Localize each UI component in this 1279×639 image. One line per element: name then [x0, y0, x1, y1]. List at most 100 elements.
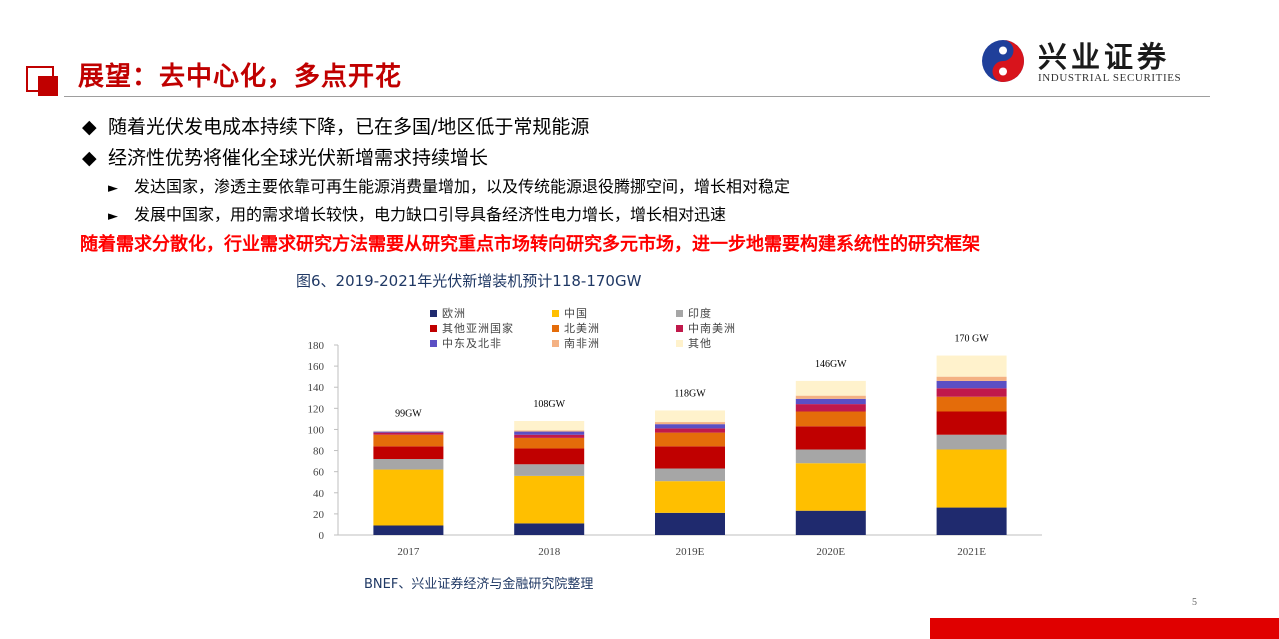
- bar-segment: [655, 481, 725, 513]
- bar-segment: [936, 411, 1007, 435]
- bar-segment: [936, 449, 1007, 508]
- total-data-label: 99GW: [395, 409, 422, 420]
- total-data-label: 108GW: [533, 399, 565, 410]
- bullet-2: ◆ 经济性优势将催化全球光伏新增需求持续增长: [82, 143, 488, 170]
- sub-bullet-2: ► 发展中国家，用的需求增长较快，电力缺口引导具备经济性电力增长，增长相对迅速: [108, 201, 726, 225]
- header-divider: [64, 96, 1210, 97]
- sub-bullet-1: ► 发达国家，渗透主要依靠可再生能源消费量增加，以及传统能源退役腾挪空间，增长相对…: [108, 173, 790, 197]
- legend-label: 欧洲: [442, 307, 466, 320]
- bar-segment: [655, 432, 725, 447]
- bar-segment: [936, 396, 1007, 412]
- bar-segment: [514, 523, 585, 535]
- bar-segment: [514, 437, 585, 449]
- bar-segment: [936, 355, 1007, 377]
- bar-segment: [514, 448, 585, 465]
- x-tick-label: 2017: [397, 546, 420, 558]
- bar-segment: [373, 446, 444, 459]
- bar-segment: [936, 388, 1007, 397]
- bullet-2-text: 经济性优势将催化全球光伏新增需求持续增长: [108, 147, 489, 169]
- diamond-bullet-icon: ◆: [82, 116, 97, 138]
- bar-segment: [655, 428, 725, 433]
- figure-caption: 图6、2019-2021年光伏新增装机预计118-170GW: [296, 272, 642, 290]
- diamond-bullet-icon: ◆: [82, 147, 97, 169]
- legend-label: 其他: [688, 337, 712, 350]
- x-tick-label: 2019E: [676, 546, 705, 558]
- y-tick-label: 160: [308, 361, 325, 373]
- y-tick-label: 100: [308, 424, 325, 436]
- legend-swatch: [552, 325, 559, 332]
- bar-segment: [514, 430, 585, 432]
- y-tick-label: 0: [319, 530, 325, 542]
- sub-bullet-1-text: 发达国家，渗透主要依靠可再生能源消费量增加，以及传统能源退役腾挪空间，增长相对稳…: [134, 177, 791, 196]
- legend-label: 北美洲: [564, 322, 600, 335]
- y-tick-label: 140: [308, 382, 325, 394]
- total-data-label: 170 GW: [955, 334, 990, 345]
- total-data-label: 118GW: [674, 388, 706, 399]
- y-tick-label: 40: [313, 488, 325, 500]
- total-data-label: 146GW: [815, 359, 847, 370]
- stacked-bar-chart: 0 20 40 60 80 100 120 140 160 180 2017 99GW 2018 108G…: [308, 306, 1042, 558]
- bar-segment: [795, 463, 866, 511]
- x-tick-label: 2021E: [957, 546, 986, 558]
- bar-segment: [655, 422, 725, 425]
- industrial-securities-logo-icon: [982, 40, 1024, 82]
- company-logo: 兴业证券 INDUSTRIAL SECURITIES: [980, 38, 1210, 88]
- bar-segment: [373, 459, 444, 470]
- bar-segment: [655, 512, 725, 535]
- bar-segment: [936, 434, 1007, 450]
- y-tick-label: 80: [313, 446, 325, 458]
- x-tick-label: 2018: [538, 546, 561, 558]
- legend-swatch: [676, 340, 683, 347]
- bar-segment: [373, 432, 444, 435]
- bar-segment: [936, 376, 1007, 381]
- bar-segment: [795, 395, 866, 399]
- bar-segment: [655, 468, 725, 482]
- legend-label: 中东及北非: [442, 337, 502, 350]
- legend-swatch: [552, 340, 559, 347]
- bar-segment: [373, 469, 444, 526]
- legend-label: 中南美洲: [688, 322, 736, 335]
- key-conclusion: 随着需求分散化，行业需求研究方法需要从研究重点市场转向研究多元市场，进一步地需要…: [80, 234, 980, 255]
- logo-name-cn: 兴业证券: [1038, 40, 1171, 74]
- bar-segment: [514, 431, 585, 435]
- title-decoration: [26, 66, 64, 96]
- triangle-bullet-icon: ►: [108, 181, 118, 196]
- bar-segment: [936, 380, 1007, 389]
- page-title: 展望：去中心化，多点开花: [78, 62, 403, 92]
- bar-segment: [514, 464, 585, 476]
- legend-label: 中国: [564, 307, 588, 320]
- bar-segment: [795, 411, 866, 427]
- bar-segment: [795, 398, 866, 405]
- y-tick-label: 20: [313, 509, 325, 521]
- bar-segment: [373, 525, 444, 535]
- legend-swatch: [430, 310, 437, 317]
- bullet-1-text: 随着光伏发电成本持续下降，已在多国/地区低于常规能源: [108, 116, 590, 138]
- bar-segment: [655, 446, 725, 469]
- source-note: BNEF、兴业证券经济与金融研究院整理: [364, 577, 594, 592]
- triangle-bullet-icon: ►: [108, 209, 118, 224]
- sub-bullet-2-text: 发展中国家，用的需求增长较快，电力缺口引导具备经济性电力增长，增长相对迅速: [134, 205, 727, 224]
- bar-segment: [795, 449, 866, 464]
- bar-segment: [514, 421, 585, 431]
- bar-segment: [655, 410, 725, 423]
- legend-swatch: [676, 310, 683, 317]
- y-tick-label: 120: [308, 403, 325, 415]
- logo-name-en: INDUSTRIAL SECURITIES: [1038, 72, 1182, 84]
- bullet-1: ◆ 随着光伏发电成本持续下降，已在多国/地区低于常规能源: [82, 112, 589, 139]
- legend-label: 其他亚洲国家: [442, 321, 514, 335]
- bar-segment: [655, 424, 725, 429]
- legend-swatch: [430, 340, 437, 347]
- legend-swatch: [676, 325, 683, 332]
- title-decoration-fill: [38, 76, 58, 96]
- legend-swatch: [430, 325, 437, 332]
- footer-accent-bar: [930, 618, 1279, 639]
- bar-segment: [795, 426, 866, 450]
- bar-segment: [373, 431, 444, 433]
- bar-segment: [373, 434, 444, 447]
- bar-segment: [514, 475, 585, 524]
- legend-swatch: [552, 310, 559, 317]
- bar-segment: [795, 510, 866, 535]
- x-tick-label: 2020E: [816, 546, 845, 558]
- bar-segment: [514, 434, 585, 438]
- page-number: 5: [1192, 597, 1197, 608]
